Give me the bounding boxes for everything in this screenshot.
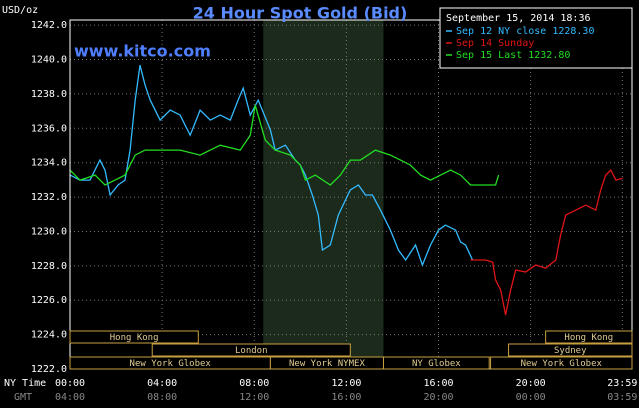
session-box [490,356,633,370]
series-line [69,104,500,186]
x-tick-label: 04:00 [147,378,177,389]
session-box [545,330,633,344]
y-tick-label: 1230.0 [31,226,67,237]
x2-tick-label: 20:00 [423,392,453,403]
x2-tick-label: 12:00 [239,392,269,403]
x2-axis-label: GMT [14,392,32,403]
y-unit: USD/oz [2,5,38,16]
x2-tick-label: 08:00 [147,392,177,403]
x-tick-label: 00:00 [55,378,85,389]
x2-tick-label: 03:59 [607,392,637,403]
series-line [470,169,623,316]
session-label: London [235,346,268,356]
x2-tick-label: 04:00 [55,392,85,403]
x-tick-label: 12:00 [331,378,361,389]
watermark: www.kitco.com [74,42,211,61]
y-tick-label: 1240.0 [31,55,67,66]
legend-box [439,7,633,69]
session-box [151,343,351,357]
session-box [508,343,633,357]
session-label: Hong Kong [564,333,613,343]
session-label: New York NYMEX [289,359,365,369]
y-tick-label: 1234.0 [31,158,67,169]
session-label: Hong Kong [110,333,159,343]
y-tick-label: 1222.0 [31,364,67,375]
y-tick-label: 1232.0 [31,192,67,203]
x-tick-label: 08:00 [239,378,269,389]
y-tick-label: 1224.0 [31,330,67,341]
chart-title: 24 Hour Spot Gold (Bid) [193,4,408,23]
x2-tick-label: 00:00 [516,392,546,403]
timestamp: September 15, 2014 18:36 [446,13,591,24]
y-tick-label: 1236.0 [31,123,67,134]
legend-label: Sep 14 Sunday [456,38,534,49]
session-box [69,330,199,344]
legend-label: Sep 12 NY close 1228.30 [456,26,594,37]
session-label: New York Globex [130,359,212,369]
y-tick-label: 1228.0 [31,261,67,272]
y-tick-label: 1238.0 [31,89,67,100]
session-label: NY Globex [412,359,461,369]
session-box [382,356,490,370]
y-tick-label: 1242.0 [31,20,67,31]
legend-label: Sep 15 Last 1232.80 [456,50,570,61]
shaded-region [263,20,384,369]
y-tick-label: 1226.0 [31,295,67,306]
x-axis-label: NY Time [4,378,46,389]
session-label: New York Globex [521,359,603,369]
session-label: Sydney [554,346,587,356]
x-tick-label: 20:00 [516,378,546,389]
x-tick-label: 16:00 [423,378,453,389]
x-tick-label: 23:59 [607,378,637,389]
x2-tick-label: 16:00 [331,392,361,403]
